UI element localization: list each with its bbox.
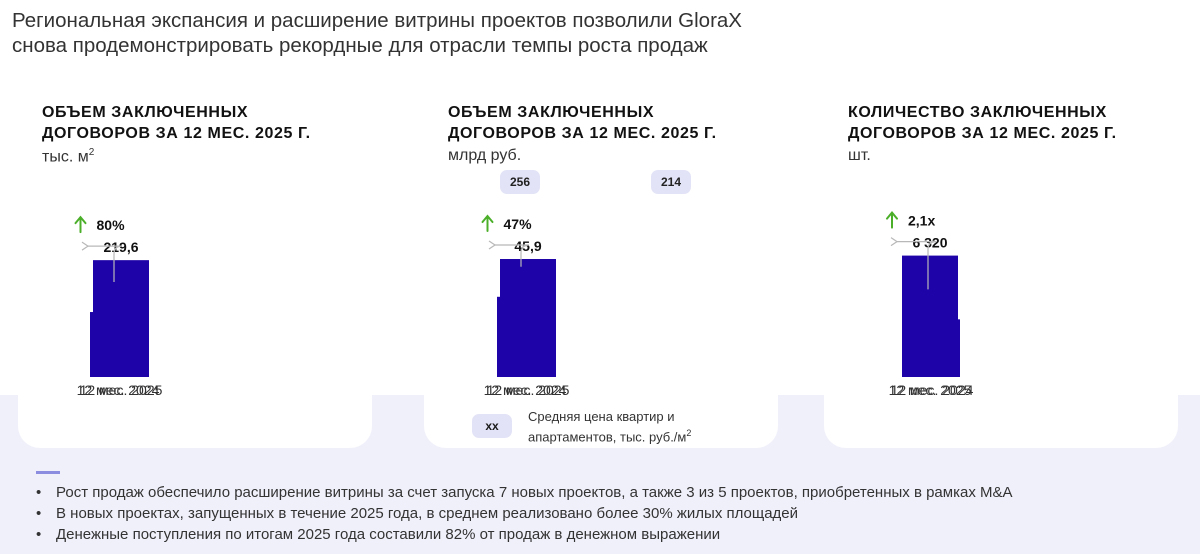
data-label: 219,6 <box>103 239 138 255</box>
category-label: 12 мес. 2024 <box>77 382 160 398</box>
growth-label: 47% <box>504 216 533 232</box>
category-label: 12 мес. 2025 <box>80 382 163 398</box>
card-contracts-count: КОЛИЧЕСТВО ЗАКЛЮЧЕННЫХ ДОГОВОРОВ ЗА 12 М… <box>824 80 1178 448</box>
card-sales-value: ОБЪЕМ ЗАКЛЮЧЕННЫХ ДОГОВОРОВ ЗА 12 МЕС. 2… <box>424 80 778 448</box>
card-title-line-2: ДОГОВОРОВ ЗА 12 МЕС. 2025 Г. <box>848 125 1117 142</box>
growth-label: 80% <box>97 217 126 233</box>
headline-line-2: снова продемонстрировать рекордные для о… <box>12 34 708 57</box>
card-title: ОБЪЕМ ЗАКЛЮЧЕННЫХ ДОГОВОРОВ ЗА 12 МЕС. 2… <box>42 102 362 144</box>
data-label: 6 320 <box>912 235 947 251</box>
category-label: 12 мес. 2024 <box>484 382 567 398</box>
bar <box>93 260 149 377</box>
bullet-item: • В новых проектах, запущенных в течение … <box>36 503 1176 524</box>
bullet-marker: • <box>36 526 42 543</box>
legend-line-1: Средняя цена квартир и <box>528 409 675 424</box>
category-label: 12 мес. 2024 <box>891 382 974 398</box>
growth-connector-line <box>87 245 123 283</box>
card-sales-area: ОБЪЕМ ЗАКЛЮЧЕННЫХ ДОГОВОРОВ ЗА 12 МЕС. 2… <box>18 80 372 448</box>
legend-price-badge: xx <box>472 414 512 438</box>
card-title-line-1: КОЛИЧЕСТВО ЗАКЛЮЧЕННЫХ <box>848 104 1107 121</box>
bullet-text: Рост продаж обеспечило расширение витрин… <box>56 484 1013 501</box>
connector-arrowhead <box>81 241 90 251</box>
accent-line <box>36 471 60 474</box>
card-unit: млрд руб. <box>448 147 521 165</box>
growth-arrow-icon <box>74 215 87 234</box>
category-label: 12 мес. 2025 <box>889 382 972 398</box>
legend-sup: 2 <box>686 428 692 438</box>
price-badge-2025: 214 <box>651 170 692 194</box>
connector-arrowhead <box>488 240 497 250</box>
unit-sup: 2 <box>88 147 95 158</box>
growth-connector-line <box>896 240 937 290</box>
bullet-item: • Денежные поступления по итогам 2025 год… <box>36 524 1176 545</box>
bullet-list: • Рост продаж обеспечило расширение витри… <box>36 482 1176 545</box>
legend-price-label: Средняя цена квартир и апартаментов, тыс… <box>528 409 768 445</box>
growth-arrow-icon <box>481 214 494 233</box>
bullet-marker: • <box>36 484 42 501</box>
growth-label: 2,1x <box>908 213 935 229</box>
bullet-item: • Рост продаж обеспечило расширение витри… <box>36 482 1176 503</box>
bullet-marker: • <box>36 505 42 522</box>
unit-text: млрд руб. <box>448 147 522 164</box>
price-badge-2024: 256 <box>500 170 541 194</box>
connector-arrowhead <box>890 237 899 247</box>
bullet-text: В новых проектах, запущенных в течение 2… <box>56 505 799 522</box>
data-label: 45,9 <box>514 238 541 254</box>
card-title-line-1: ОБЪЕМ ЗАКЛЮЧЕННЫХ <box>42 104 249 121</box>
growth-connector-line <box>494 244 530 267</box>
card-title: ОБЪЕМ ЗАКЛЮЧЕННЫХ ДОГОВОРОВ ЗА 12 МЕС. 2… <box>448 102 768 144</box>
headline-line-1: Региональная экспансия и расширение витр… <box>12 9 742 32</box>
unit-text: тыс. м <box>42 148 89 166</box>
legend-line-2: апартаментов, тыс. руб./м <box>528 429 687 445</box>
category-label: 12 мес. 2025 <box>487 382 570 398</box>
card-unit: тыс. м2 <box>42 147 94 166</box>
bullet-text: Денежные поступления по итогам 2025 года… <box>56 526 721 543</box>
bar <box>500 259 556 377</box>
card-title: КОЛИЧЕСТВО ЗАКЛЮЧЕННЫХ ДОГОВОРОВ ЗА 12 М… <box>848 102 1168 144</box>
card-title-line-2: ДОГОВОРОВ ЗА 12 МЕС. 2025 Г. <box>42 125 311 142</box>
page-headline: Региональная экспансия и расширение витр… <box>12 8 1012 58</box>
card-title-line-1: ОБЪЕМ ЗАКЛЮЧЕННЫХ <box>448 104 655 121</box>
growth-arrow-icon <box>886 211 898 229</box>
card-unit: шт. <box>848 147 871 165</box>
card-title-line-2: ДОГОВОРОВ ЗА 12 МЕС. 2025 Г. <box>448 125 717 142</box>
bar <box>902 255 958 377</box>
unit-text: шт. <box>848 147 871 164</box>
